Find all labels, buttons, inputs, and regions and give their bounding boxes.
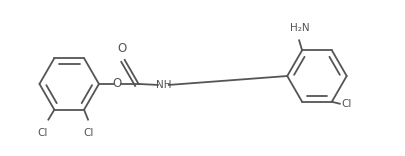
Text: Cl: Cl bbox=[37, 128, 48, 138]
Text: O: O bbox=[117, 42, 126, 55]
Text: Cl: Cl bbox=[342, 99, 352, 109]
Text: Cl: Cl bbox=[84, 128, 94, 138]
Text: H₂N: H₂N bbox=[290, 23, 310, 33]
Text: NH: NH bbox=[156, 80, 171, 90]
Text: O: O bbox=[112, 77, 122, 90]
